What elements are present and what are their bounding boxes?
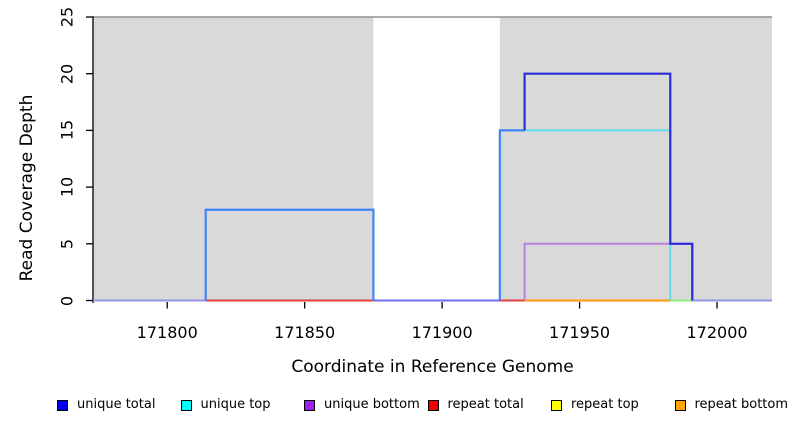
series-unique-total-high-step: [523, 72, 694, 301]
y-tick-label-0: 0: [57, 295, 77, 306]
series-unique-total-mid-step: [498, 129, 525, 301]
x-axis-title-text: Coordinate in Reference Genome: [291, 357, 574, 377]
y-tick-label-20: 20: [57, 63, 77, 84]
y-tick-label-5: 5: [57, 238, 77, 249]
x-tick-label-171850: 171850: [274, 323, 336, 342]
y-axis-title: Read Coverage Depth: [17, 94, 37, 282]
x-tick-label-172000: 172000: [686, 323, 748, 342]
x-tick-label-171800: 171800: [136, 323, 198, 342]
x-axis-title: Coordinate in Reference Genome: [0, 357, 792, 377]
series-unique-total-left-step: [204, 208, 375, 301]
y-tick-label-25: 25: [57, 6, 77, 28]
y-tick-label-15: 15: [57, 120, 77, 141]
x-tick-label-171900: 171900: [411, 323, 473, 342]
shaded-region-0: [93, 17, 374, 302]
x-tick-label-171950: 171950: [549, 323, 611, 342]
shaded-region-1: [499, 17, 772, 302]
y-tick-label-10: 10: [57, 176, 77, 198]
